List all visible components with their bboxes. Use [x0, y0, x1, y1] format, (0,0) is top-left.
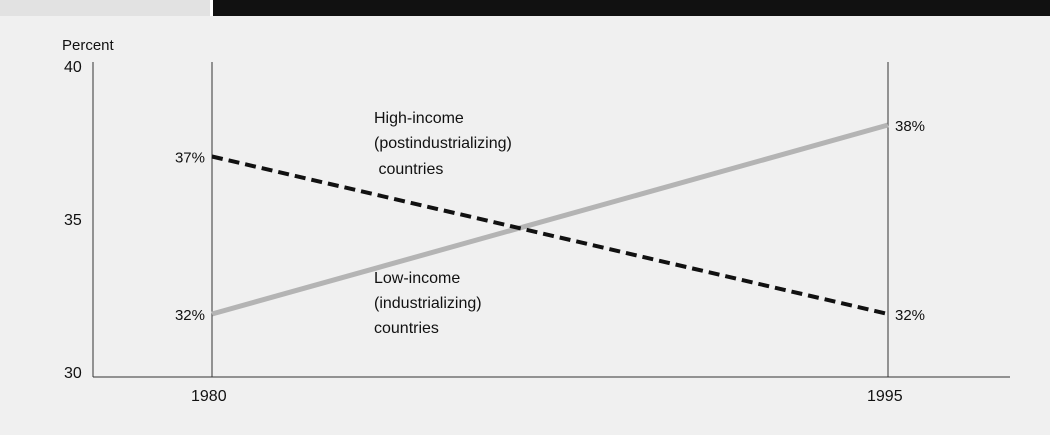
header-bar-right [213, 0, 1050, 16]
x-tick-label: 1980 [191, 388, 227, 405]
annotation-line: countries [374, 161, 443, 178]
series-line-dashed [211, 154, 889, 316]
y-axis-label: Percent [62, 37, 115, 54]
high-income-annotation: High-income (postindustrializing) countr… [374, 110, 512, 178]
annotation-line: Low-income [374, 270, 460, 287]
x-tick-label: 1995 [867, 388, 903, 405]
annotation-line: (industrializing) [374, 295, 482, 312]
header-bar-left [0, 0, 210, 16]
series-line-solid [211, 122, 889, 317]
low-income-annotation: Low-income (industrializing) countries [374, 270, 482, 337]
y-tick-label: 40 [64, 59, 82, 76]
annotation-line: countries [374, 320, 439, 337]
annotation-line: High-income [374, 110, 464, 127]
data-label: 32% [895, 307, 925, 324]
data-label: 37% [175, 150, 205, 167]
y-tick-label: 35 [64, 212, 82, 229]
data-label: 32% [175, 307, 205, 324]
annotation-line: (postindustrializing) [374, 135, 512, 152]
data-label: 38% [895, 118, 925, 135]
y-tick-label: 30 [64, 365, 82, 382]
